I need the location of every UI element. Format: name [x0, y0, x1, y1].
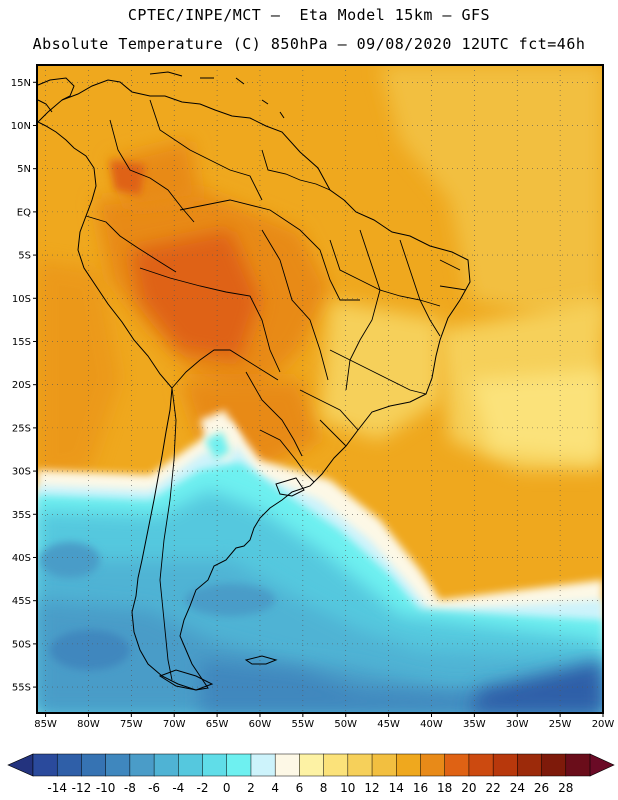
colorbar-label: -12 [72, 781, 92, 795]
lat-label: 35S [12, 510, 31, 521]
map-title-line2: Absolute Temperature (C) 850hPa – 09/08/… [32, 35, 586, 53]
colorbar-swatch [153, 753, 179, 777]
lon-label: 70W [163, 719, 186, 730]
lat-label: 15S [12, 337, 31, 348]
lon-label: 55W [292, 719, 315, 730]
lat-label: 50S [12, 639, 31, 650]
colorbar-swatch [396, 753, 422, 777]
colorbar-swatch [56, 753, 82, 777]
lon-label: 75W [120, 719, 143, 730]
temperature-field [37, 65, 603, 713]
coastlines [37, 71, 471, 691]
lat-label: 40S [12, 553, 31, 564]
lon-label: 85W [34, 719, 57, 730]
colorbar-label: 26 [534, 781, 549, 795]
colorbar-label: -10 [96, 781, 116, 795]
colorbar-label: 16 [413, 781, 428, 795]
lat-lon-grid [37, 65, 603, 713]
lat-label: 30S [12, 467, 31, 478]
colorbar-label: 2 [247, 781, 255, 795]
colorbar-label: 14 [389, 781, 404, 795]
colorbar-label: 24 [510, 781, 525, 795]
colorbar-label: -2 [197, 781, 209, 795]
colorbar-label: -8 [124, 781, 136, 795]
colorbar-swatch [347, 753, 373, 777]
colorbar-label: 6 [296, 781, 304, 795]
colorbar-label: 0 [223, 781, 231, 795]
lon-label: 80W [77, 719, 100, 730]
latitude-labels: 15N 10N 5N EQ 5S 10S 15S 20S 25S 30S 35S 40S 45S 50S 5… [11, 78, 37, 694]
colorbar-swatch [444, 753, 470, 777]
lat-label: 10N [11, 121, 31, 132]
colorbar-swatch [226, 753, 252, 777]
colorbar-swatch [565, 753, 591, 777]
colorbar-label: 22 [485, 781, 500, 795]
lon-label: 45W [377, 719, 400, 730]
lat-label: 15N [11, 78, 31, 89]
south-america-coastline [37, 79, 471, 691]
lon-label: 30W [506, 719, 529, 730]
lon-label: 60W [249, 719, 272, 730]
colorbar-under-arrow [7, 753, 34, 777]
colorbar-swatch [105, 753, 131, 777]
colorbar-label: 4 [271, 781, 279, 795]
colorbar-label: 28 [558, 781, 573, 795]
colorbar-swatch [517, 753, 543, 777]
colorbar-label: 20 [461, 781, 476, 795]
lon-label: 40W [420, 719, 443, 730]
colorbar-label: -6 [148, 781, 160, 795]
lat-label: 10S [12, 294, 31, 305]
colorbar-swatch [274, 753, 300, 777]
caribbean-islands [149, 71, 285, 119]
lon-label: 20W [592, 719, 615, 730]
central-america-coastline [37, 77, 75, 113]
colorbar-label: 12 [364, 781, 379, 795]
lat-label: 55S [12, 683, 31, 694]
colorbar-label: 8 [320, 781, 328, 795]
map-frame [36, 64, 604, 714]
lat-label: 45S [12, 596, 31, 607]
lat-label: 5N [17, 164, 31, 175]
colorbar-swatch [492, 753, 518, 777]
colorbar-swatch [468, 753, 494, 777]
colorbar-label: 18 [437, 781, 452, 795]
colorbar-swatch [32, 753, 58, 777]
lat-label: 5S [18, 251, 31, 262]
colorbar-swatch [299, 753, 325, 777]
longitude-labels: 85W 80W 75W 70W 65W 60W 55W 50W 45W 40W 35W 30W 25W 2… [34, 713, 614, 730]
colorbar-swatch [178, 753, 204, 777]
colorbar-label: -4 [172, 781, 184, 795]
colorbar-swatch [323, 753, 349, 777]
colorbar-swatch [81, 753, 107, 777]
colorbar-over-arrow [589, 753, 615, 777]
lat-label: EQ [17, 207, 31, 218]
colorbar-swatch [129, 753, 155, 777]
falkland-islands [244, 655, 278, 665]
lon-label: 65W [206, 719, 229, 730]
colorbar-swatch [202, 753, 228, 777]
colorbar-label: -14 [47, 781, 67, 795]
tierra-del-fuego [158, 669, 214, 691]
map-title-line1: CPTEC/INPE/MCT – Eta Model 15km – GFS [127, 6, 491, 24]
colorbar-swatch [250, 753, 276, 777]
lon-label: 50W [334, 719, 357, 730]
colorbar-swatch [541, 753, 567, 777]
color-legend: -14 -12 -10 -8 -6 -4 -2 0 2 4 6 8 10 12 14 16 18 20 22 24 26… [7, 753, 615, 795]
colorbar-swatch [371, 753, 397, 777]
lat-label: 25S [12, 423, 31, 434]
lon-label: 35W [463, 719, 486, 730]
country-borders [85, 99, 467, 681]
lon-label: 25W [549, 719, 572, 730]
colorbar-swatch [420, 753, 446, 777]
rio-de-la-plata [275, 477, 305, 497]
colorbar-label: 10 [340, 781, 355, 795]
lat-label: 20S [12, 380, 31, 391]
